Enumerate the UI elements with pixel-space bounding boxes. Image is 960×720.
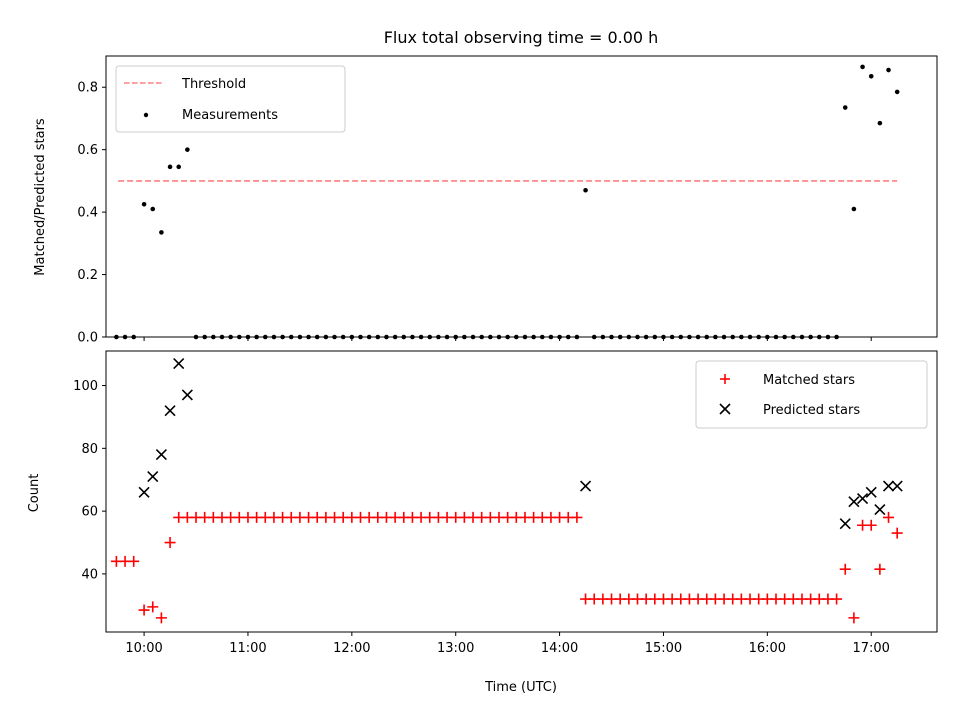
bottom-axes-frame bbox=[105, 350, 938, 633]
bottom-x-tick-label: 13:00 bbox=[437, 641, 474, 656]
predicted-star-point bbox=[839, 518, 851, 530]
matched-star-point bbox=[164, 537, 176, 549]
measurement-point bbox=[583, 187, 588, 193]
measurement-point bbox=[851, 206, 857, 212]
legend-measurements-swatch bbox=[143, 112, 149, 118]
predicted-star-point bbox=[173, 357, 185, 370]
predicted-star-point bbox=[865, 486, 877, 498]
predicted-star-point bbox=[848, 496, 860, 508]
bottom-y-axis-label: Count bbox=[27, 474, 42, 513]
measurement-point bbox=[894, 89, 900, 95]
bottom-marks bbox=[110, 357, 903, 624]
bottom-x-tick-label: 17:00 bbox=[852, 641, 889, 656]
measurement-point bbox=[886, 67, 891, 73]
matched-star-point bbox=[883, 511, 895, 523]
top-y-ticks: 0.0 0.2 0.4 0.6 0.8 bbox=[77, 81, 106, 346]
legend-threshold-label: Threshold bbox=[181, 77, 246, 92]
measurement-point bbox=[868, 73, 874, 79]
matched-star-point bbox=[155, 612, 167, 624]
predicted-star-point bbox=[138, 486, 150, 498]
matched-star-point bbox=[839, 563, 851, 575]
bottom-y-tick-label: 60 bbox=[81, 505, 98, 520]
bottom-x-tick-label: 11:00 bbox=[229, 641, 266, 656]
legend-predicted-swatch bbox=[719, 403, 731, 415]
top-y-tick-label: 0.4 bbox=[77, 206, 98, 221]
bottom-panel: 10:00 11:00 12:00 13:00 14:00 15:00 16:00 17:00… bbox=[27, 350, 938, 695]
top-y-tick-label: 0.8 bbox=[77, 81, 98, 96]
measurement-point bbox=[150, 206, 156, 212]
top-axes-frame bbox=[105, 55, 938, 338]
bottom-x-tick-label: 16:00 bbox=[749, 641, 786, 656]
bottom-y-tick-label: 100 bbox=[73, 379, 98, 394]
matched-star-point bbox=[848, 612, 860, 624]
measurement-point bbox=[877, 120, 883, 126]
measurement-point bbox=[167, 164, 173, 170]
legend-matched-label: Matched stars bbox=[763, 373, 855, 388]
bottom-x-tick-label: 14:00 bbox=[541, 641, 578, 656]
matched-star-point bbox=[874, 563, 886, 575]
predicted-star-point bbox=[181, 389, 193, 401]
top-y-axis-label: Matched/Predicted stars bbox=[33, 118, 48, 276]
matched-star-point bbox=[831, 593, 843, 605]
matched-star-point bbox=[128, 555, 140, 567]
top-legend: Threshold Measurements bbox=[115, 65, 346, 133]
predicted-star-point bbox=[155, 449, 167, 461]
bottom-y-tick-label: 40 bbox=[81, 567, 98, 582]
bottom-legend: Matched stars Predicted stars bbox=[695, 360, 928, 429]
measurement-point bbox=[159, 230, 164, 235]
predicted-star-point bbox=[874, 503, 886, 516]
measurement-point bbox=[176, 164, 182, 170]
top-panel: 0.00.20.40.60.8 Matched/Predicted stars … bbox=[33, 55, 938, 346]
measurement-point bbox=[860, 64, 865, 70]
top-y-tick-label: 0.6 bbox=[77, 143, 98, 158]
bottom-legend-box bbox=[695, 360, 928, 429]
predicted-star-point bbox=[891, 480, 903, 492]
predicted-star-point bbox=[579, 480, 592, 492]
bottom-y-ticks: 40 60 80 100 bbox=[73, 379, 106, 582]
measurement-point bbox=[842, 105, 848, 110]
measurement-point bbox=[185, 147, 190, 152]
bottom-x-tick-label: 12:00 bbox=[333, 641, 370, 656]
top-y-tick-label: 0.2 bbox=[77, 268, 98, 283]
top-x-ticks bbox=[143, 337, 872, 341]
bottom-y-tick-label: 80 bbox=[81, 442, 98, 457]
matched-star-point bbox=[147, 601, 159, 613]
matched-star-point bbox=[891, 527, 903, 539]
predicted-star-point bbox=[856, 492, 869, 505]
predicted-star-point bbox=[164, 405, 176, 417]
matched-star-point bbox=[571, 511, 583, 523]
top-legend-box bbox=[115, 65, 346, 133]
matched-star-point bbox=[865, 519, 877, 531]
bottom-x-tick-label: 15:00 bbox=[645, 641, 682, 656]
predicted-star-point bbox=[147, 471, 159, 483]
measurement-point bbox=[141, 202, 147, 207]
legend-predicted-label: Predicted stars bbox=[763, 403, 860, 418]
legend-measurements-label: Measurements bbox=[182, 108, 278, 123]
chart-title: Flux total observing time = 0.00 h bbox=[384, 28, 659, 47]
predicted-star-point bbox=[882, 480, 895, 492]
bottom-x-tick-label: 10:00 bbox=[125, 641, 162, 656]
matched-star-point bbox=[138, 604, 150, 616]
top-y-tick-label: 0.0 bbox=[77, 331, 98, 346]
x-axis-label: Time (UTC) bbox=[484, 680, 557, 695]
bottom-x-ticks: 10:00 11:00 12:00 13:00 14:00 15:00 16:00 17:00 bbox=[125, 632, 890, 656]
legend-matched-swatch bbox=[720, 374, 730, 384]
